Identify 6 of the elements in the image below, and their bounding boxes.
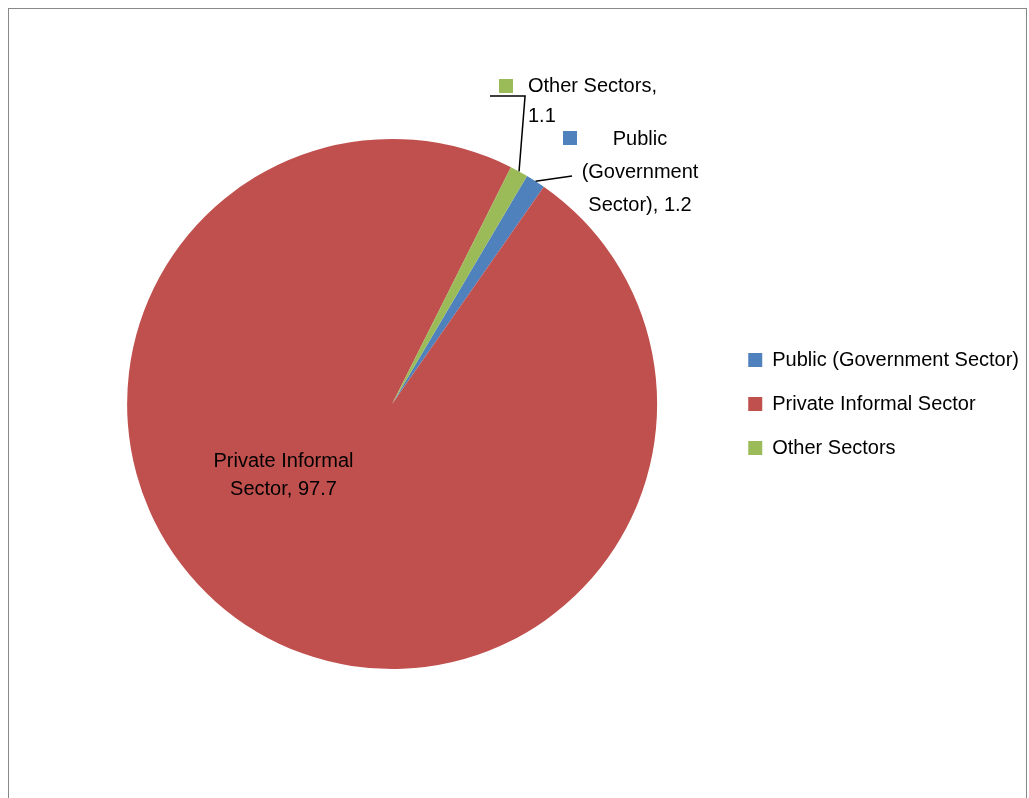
data-label: Other Sectors, 1.1	[528, 73, 657, 126]
legend-label: Other Sectors	[772, 435, 896, 458]
data-label: Public (Government Sector), 1.2	[581, 126, 699, 215]
legend-label: Public (Government Sector)	[772, 347, 1020, 370]
legend-label: Private Informal Sector	[772, 391, 976, 414]
data-label: Private Informal Sector, 97.7	[213, 449, 354, 500]
